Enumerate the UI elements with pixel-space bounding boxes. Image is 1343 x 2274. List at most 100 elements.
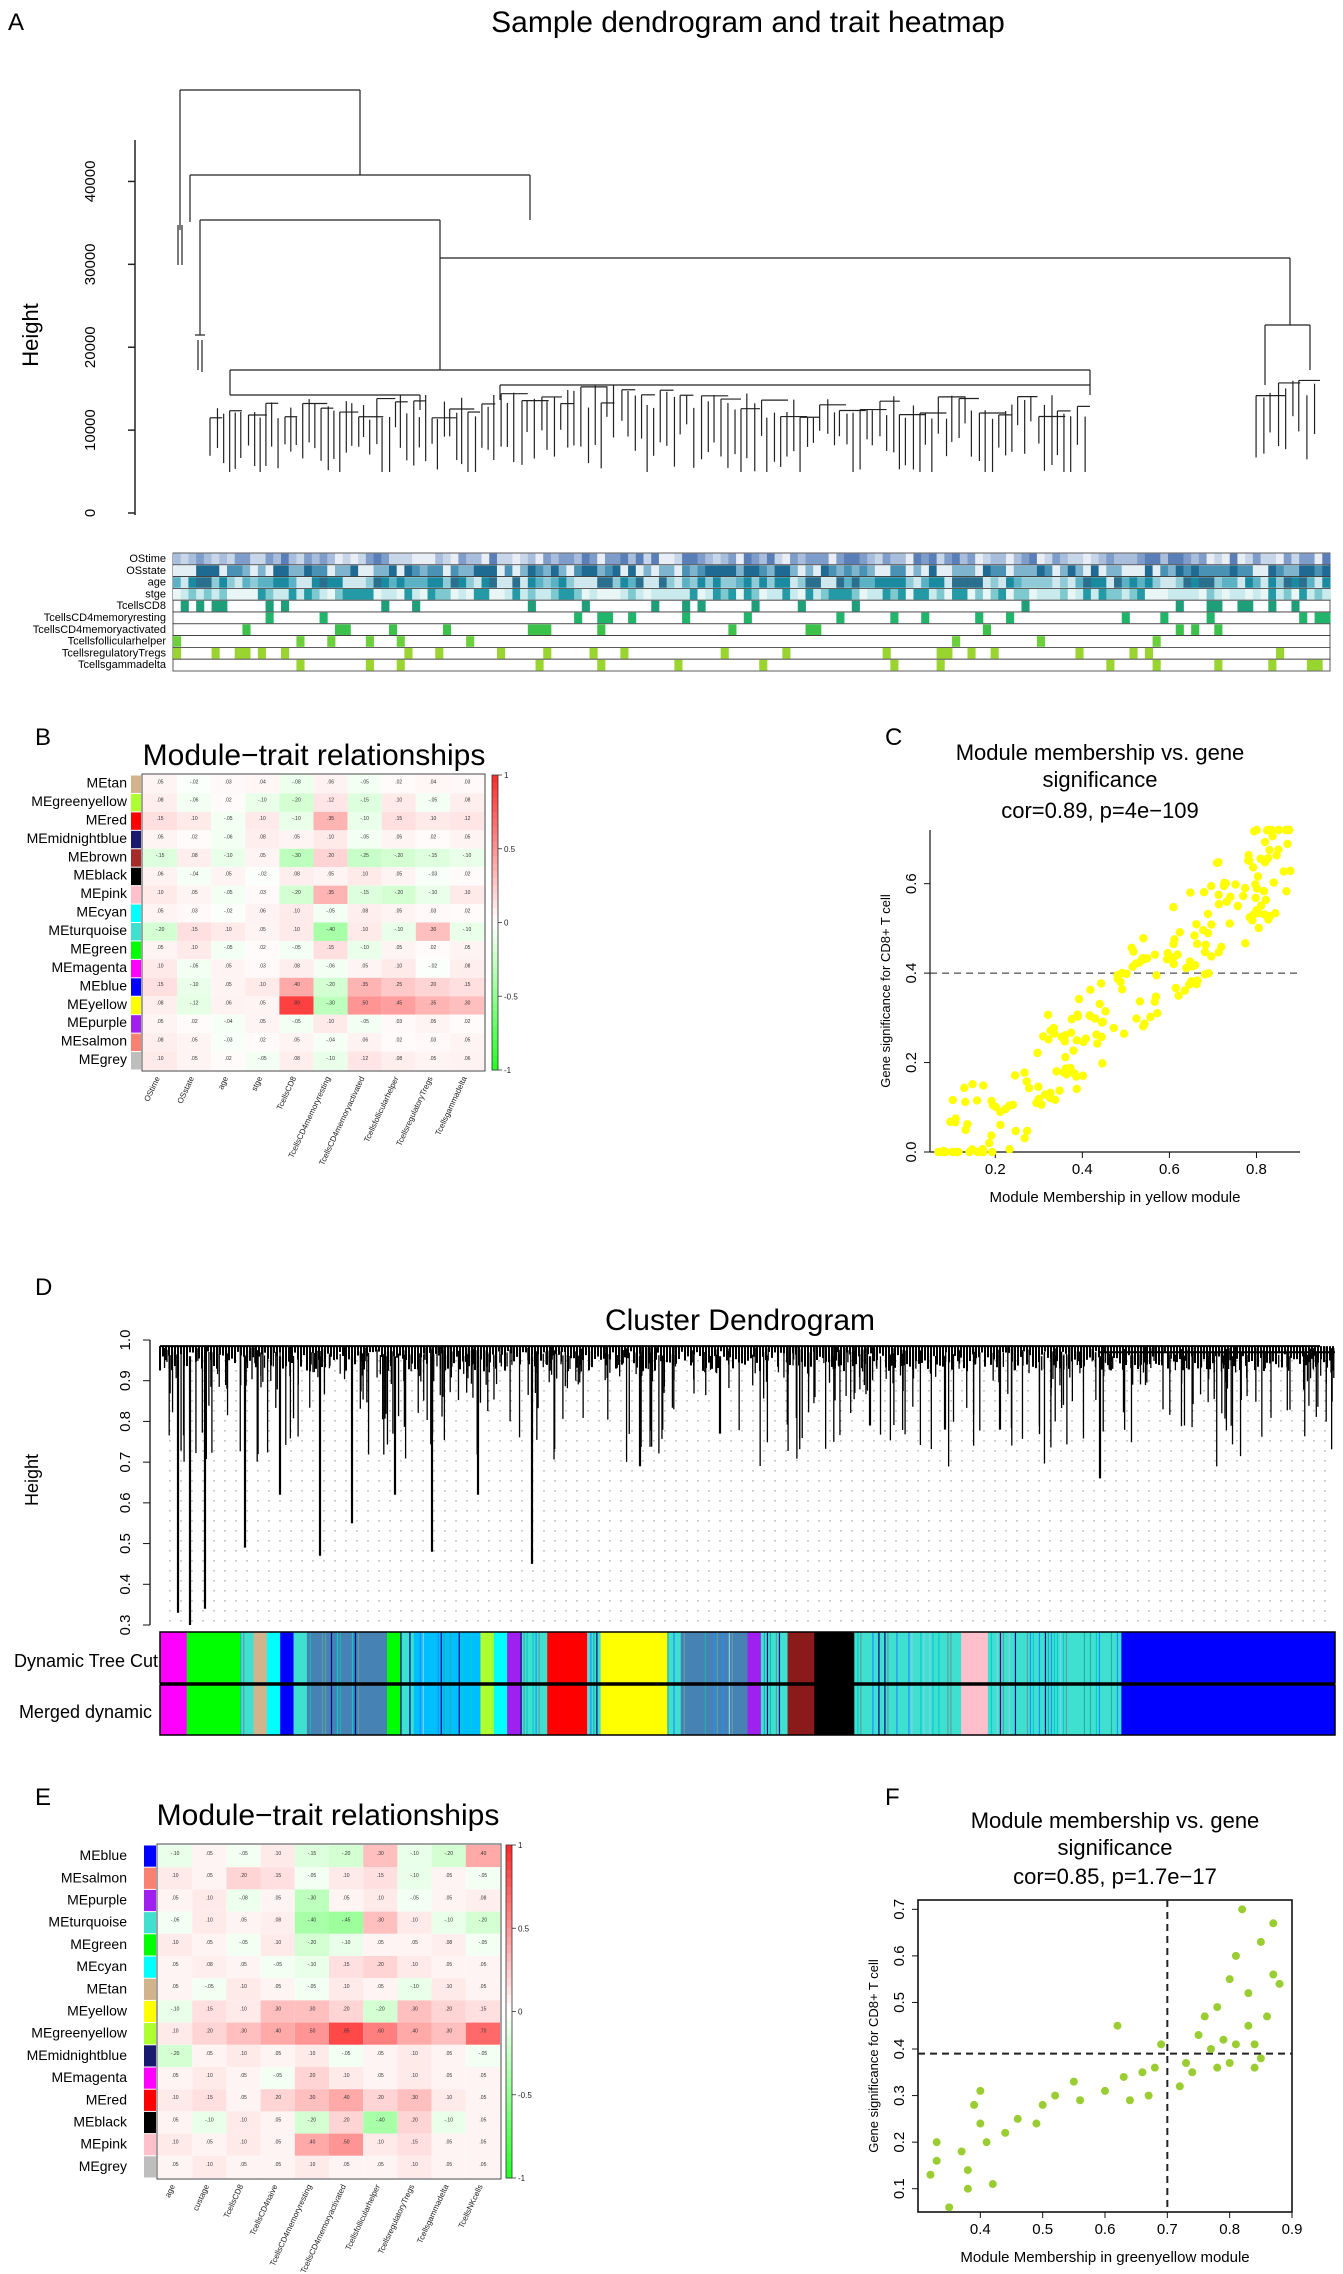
- panel-a-trait-cell: [173, 648, 182, 659]
- panel-a-trait-cell: [604, 589, 614, 600]
- panel-a-trait-cell: [1152, 636, 1161, 647]
- heatmap-row-label: MEturquoise: [48, 922, 127, 938]
- heatmap-cell-value: .08: [191, 853, 198, 859]
- panel-a-trait-cell: [836, 612, 845, 624]
- panel-a-trait-cell: [1106, 553, 1115, 565]
- heatmap-scale-band: [492, 915, 498, 923]
- heatmap-cell-value: .70: [479, 2029, 486, 2035]
- panel-d-color-stripe: [722, 1632, 724, 1683]
- panel-d-y-tick-label: 0.8: [117, 1411, 134, 1432]
- panel-a-trait-cell: [589, 565, 598, 576]
- panel-a-trait-cell: [736, 589, 745, 600]
- panel-d-color-stripe: [878, 1685, 880, 1735]
- panel-a-trait-cell: [435, 648, 444, 659]
- panel-a-trait-cell: [844, 553, 853, 565]
- panel-a-trait-cell: [334, 553, 344, 565]
- heatmap-cell-value: .05: [172, 1895, 179, 1901]
- heatmap-cell-value: -.04: [190, 871, 199, 877]
- heatmap-cell-value: .10: [274, 1940, 281, 1946]
- scatter-point: [1074, 994, 1084, 1004]
- heatmap-cell-value: -.20: [479, 1918, 488, 1924]
- scatter-point: [1129, 947, 1138, 956]
- panel-d-color-stripe: [1038, 1632, 1041, 1683]
- heatmap-row-label: MEturquoise: [48, 1914, 127, 1930]
- panel-a-trait-cell: [473, 577, 482, 588]
- heatmap-cell: [449, 940, 484, 960]
- heatmap-cell: [211, 848, 246, 868]
- panel-a-trait-cell: [612, 577, 621, 588]
- panel-a-trait-cell: [1098, 565, 1107, 576]
- panel-d-color-segment: [600, 1632, 668, 1683]
- heatmap-cell: [158, 1978, 193, 2001]
- scatter-point: [1173, 950, 1182, 959]
- heatmap-scale-band: [506, 2136, 512, 2146]
- heatmap-cell-value: .15: [327, 945, 334, 951]
- scatter-point: [1203, 909, 1213, 919]
- heatmap-cell: [245, 1051, 280, 1070]
- panel-a-trait-cell: [1306, 553, 1315, 565]
- heatmap-scale-label: 1: [504, 771, 509, 780]
- scatter-point: [1071, 1072, 1081, 1081]
- scatter-point: [1022, 1077, 1031, 1086]
- heatmap-cell: [192, 2133, 227, 2156]
- panel-a-trait-cell: [265, 577, 274, 588]
- panel-a-trait-cell: [1299, 565, 1308, 576]
- heatmap-scale-band: [492, 1033, 498, 1041]
- panel-d-color-stripe: [321, 1685, 324, 1735]
- panel-a-trait-cell: [890, 612, 899, 624]
- panel-label-c: C: [885, 724, 902, 751]
- heatmap-cell: [347, 775, 382, 794]
- heatmap-cell: [211, 775, 246, 794]
- scatter-point: [1199, 888, 1209, 897]
- panel-a-trait-cell: [1268, 600, 1277, 612]
- heatmap-cell: [279, 904, 314, 923]
- scatter-point: [1076, 2096, 1085, 2105]
- panel-a-trait-cell: [350, 553, 359, 565]
- panel-d-color-stripe: [240, 1632, 242, 1683]
- panel-a-trait-cell: [674, 659, 683, 671]
- panel-d-color-stripe: [1083, 1685, 1086, 1735]
- heatmap-cell: [279, 793, 314, 812]
- heatmap-cell-value: .20: [445, 2006, 452, 2012]
- heatmap-cell-value: -.20: [292, 890, 301, 896]
- panel-a-trait-cell: [535, 589, 544, 600]
- heatmap-cell: [465, 1933, 500, 1956]
- panel-d-color-stripe: [409, 1632, 411, 1683]
- scatter-point: [1144, 2091, 1153, 2100]
- panel-a-trait-cell: [396, 565, 405, 576]
- panel-a-trait-cell: [705, 553, 714, 565]
- panel-d-color-stripe: [443, 1685, 445, 1735]
- heatmap-cell-value: .05: [377, 1940, 384, 1946]
- panel-a-trait-cell: [967, 577, 976, 588]
- heatmap-cell-value: -.05: [326, 908, 335, 914]
- heatmap-cell-value: -.05: [273, 2073, 282, 2079]
- heatmap-cell: [245, 793, 280, 812]
- scatter-point: [972, 1096, 982, 1105]
- panel-a-trait-cell: [790, 589, 799, 600]
- panel-a-trait-cell: [273, 589, 282, 600]
- panel-d-color-stripe: [1116, 1685, 1119, 1735]
- heatmap-cell-value: .10: [206, 1918, 213, 1924]
- heatmap-cell: [143, 830, 178, 849]
- heatmap-cell-value: .20: [377, 1962, 384, 1968]
- panel-d-color-stripe: [1065, 1632, 1068, 1683]
- panel-a-trait-cell: [1283, 589, 1292, 600]
- heatmap-cell-value: .05: [259, 927, 266, 933]
- heatmap-cell: [347, 959, 382, 978]
- panel-a-trait-cell: [959, 553, 968, 565]
- heatmap-cell: [192, 2111, 227, 2134]
- panel-d-color-stripe: [354, 1685, 357, 1735]
- panel-a-trait-cell: [705, 577, 714, 588]
- heatmap-cell: [211, 904, 246, 923]
- panel-a-trait-cell: [1268, 553, 1277, 565]
- panel-a-trait-cell: [1121, 612, 1130, 624]
- panel-a-trait-cell: [1252, 565, 1261, 576]
- heatmap-cell: [245, 940, 280, 960]
- scatter-point: [1051, 1095, 1060, 1104]
- heatmap-cell-value: .05: [172, 2073, 179, 2079]
- scatter-point: [1238, 891, 1248, 901]
- panel-d-colorbar-label-1: Dynamic Tree Cut: [14, 1651, 158, 1671]
- heatmap-cell-value: -.15: [429, 853, 438, 859]
- heatmap-cell-value: .10: [361, 927, 368, 933]
